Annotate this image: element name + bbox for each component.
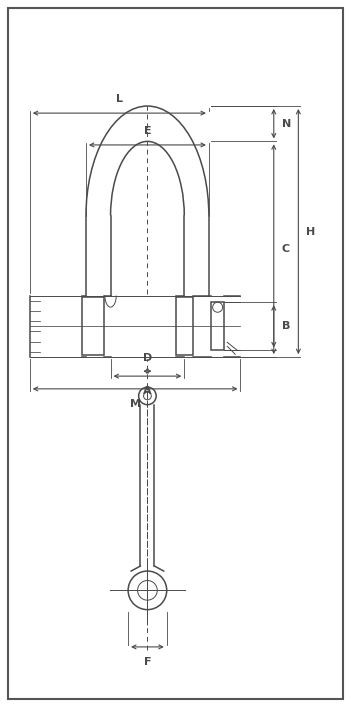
Text: B: B — [282, 321, 290, 332]
Text: F: F — [144, 657, 151, 667]
Bar — [176, 298, 193, 356]
Bar — [211, 303, 224, 351]
Text: H: H — [306, 226, 316, 237]
Text: C: C — [282, 244, 290, 255]
Text: M: M — [130, 399, 141, 409]
Bar — [81, 298, 105, 356]
Text: E: E — [144, 126, 151, 136]
Text: D: D — [143, 354, 152, 363]
Text: N: N — [282, 119, 291, 129]
Text: L: L — [116, 94, 123, 104]
Text: A: A — [143, 386, 152, 396]
